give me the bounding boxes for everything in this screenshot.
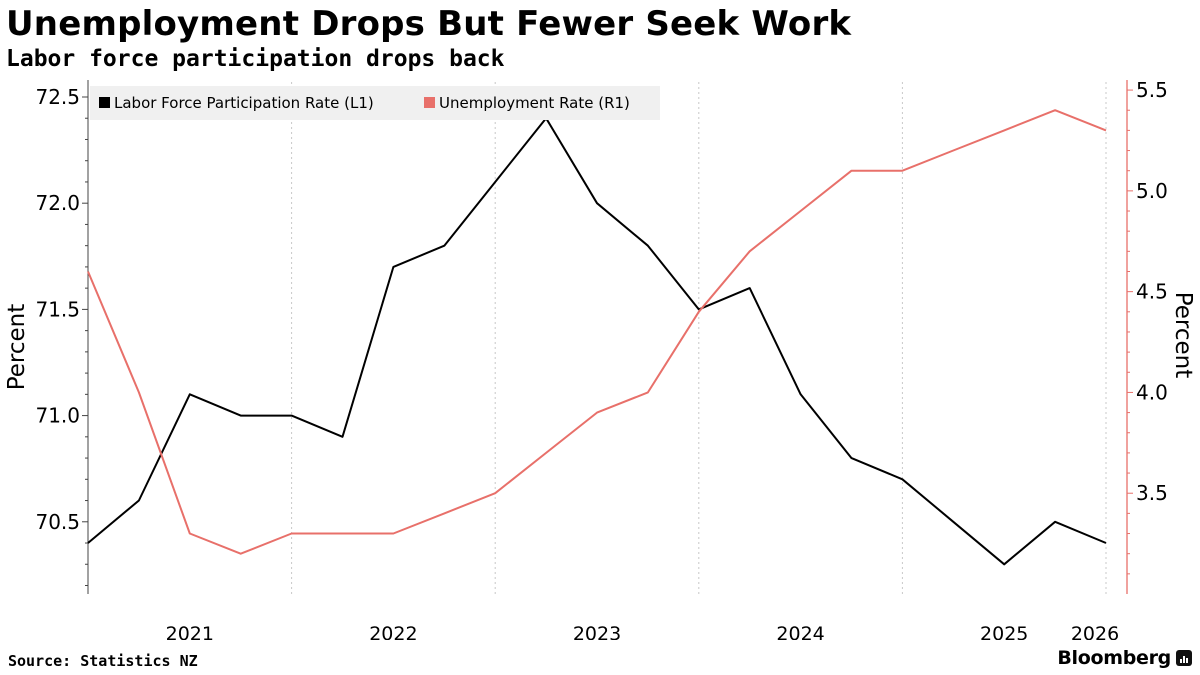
participation-rate-line xyxy=(87,117,1107,566)
chart-title: Unemployment Drops But Fewer Seek Work xyxy=(6,4,852,44)
x-tick-label: 2021 xyxy=(166,623,214,640)
legend-label-participation: Labor Force Participation Rate (L1) xyxy=(114,94,374,112)
right-axis-title: Percent xyxy=(1170,292,1196,379)
bloomberg-logo: Bloomberg xyxy=(1057,647,1192,669)
line-chart: 70.5 71.0 71.5 72.0 72.5 Percent 3.5 4.0 4.5 5.0 5… xyxy=(4,78,1196,640)
x-tick-label: 2025 xyxy=(980,623,1028,640)
unemployment-rate-line xyxy=(87,109,1107,555)
right-tick-label: 3.5 xyxy=(1136,481,1168,505)
brand-name: Bloomberg xyxy=(1057,647,1171,669)
x-tick-label: 2024 xyxy=(776,623,824,640)
x-tick-label: 2022 xyxy=(369,623,417,640)
chart-subtitle: Labor force participation drops back xyxy=(6,46,505,72)
left-tick-label: 71.5 xyxy=(35,297,80,321)
legend-label-unemployment: Unemployment Rate (R1) xyxy=(439,94,630,112)
terminal-icon xyxy=(1176,650,1192,666)
right-tick-label: 5.0 xyxy=(1136,179,1168,203)
right-tick-label: 5.5 xyxy=(1136,78,1168,102)
legend-swatch-unemployment xyxy=(424,97,435,108)
x-tick-label: 2026 xyxy=(1071,623,1119,640)
source-note: Source: Statistics NZ xyxy=(8,652,198,670)
right-tick-label: 4.5 xyxy=(1136,280,1168,304)
x-tick-label: 2023 xyxy=(573,623,621,640)
legend-swatch-participation xyxy=(99,97,110,108)
legend-box xyxy=(90,86,660,120)
left-tick-label: 71.0 xyxy=(35,404,80,428)
left-tick-label: 70.5 xyxy=(35,510,80,534)
left-tick-label: 72.5 xyxy=(35,85,80,109)
left-tick-label: 72.0 xyxy=(35,191,80,215)
left-axis-title: Percent xyxy=(4,304,30,391)
right-tick-label: 4.0 xyxy=(1136,380,1168,404)
